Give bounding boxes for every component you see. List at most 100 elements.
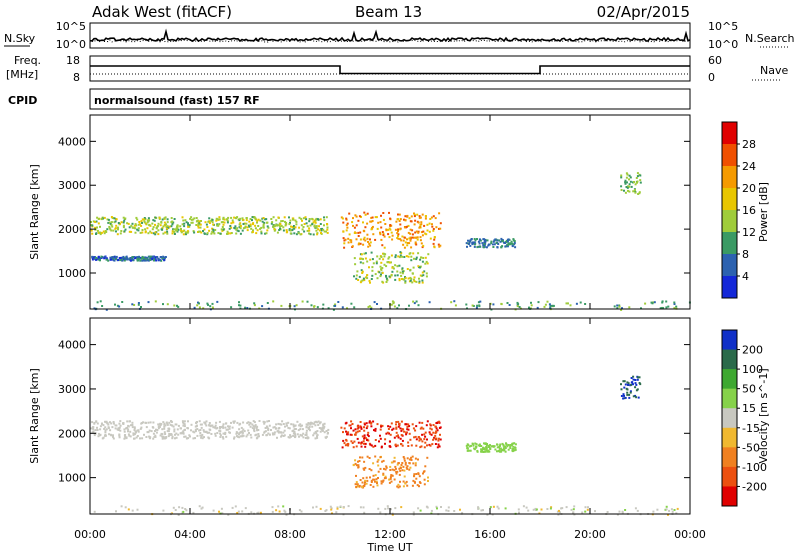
- data-cell: [426, 506, 429, 509]
- data-cell: [354, 483, 357, 486]
- data-cell: [364, 466, 367, 469]
- data-cell: [155, 431, 158, 434]
- data-cell: [634, 386, 637, 389]
- data-cell: [112, 434, 114, 437]
- data-cell: [517, 508, 520, 511]
- data-cell: [119, 420, 122, 423]
- data-cell: [425, 424, 428, 427]
- data-cell: [471, 243, 474, 246]
- data-cell: [100, 218, 103, 221]
- data-cell: [99, 259, 101, 262]
- data-cell: [429, 427, 432, 430]
- data-cell: [483, 239, 486, 241]
- data-cell: [380, 226, 383, 229]
- data-cell: [474, 239, 477, 242]
- data-cell: [425, 260, 428, 263]
- data-cell: [223, 218, 226, 221]
- data-cell: [373, 429, 375, 432]
- data-cell: [119, 232, 122, 235]
- data-cell: [665, 300, 668, 303]
- data-cell: [371, 225, 374, 228]
- data-cell: [276, 231, 279, 234]
- data-cell: [410, 459, 413, 461]
- data-cell: [187, 420, 189, 423]
- data-cell: [139, 259, 142, 262]
- data-cell: [262, 223, 265, 226]
- data-cell: [159, 434, 162, 437]
- data-cell: [163, 256, 166, 259]
- data-cell: [106, 218, 109, 221]
- data-cell: [109, 421, 111, 424]
- data-cell: [428, 230, 431, 233]
- data-cell: [218, 216, 221, 219]
- data-cell: [227, 425, 229, 428]
- data-cell: [91, 258, 94, 261]
- data-cell: [322, 303, 325, 306]
- data-cell: [251, 216, 254, 219]
- data-cell: [166, 225, 169, 228]
- colorbar-tick-label: -50: [742, 441, 760, 454]
- data-cell: [246, 229, 249, 232]
- data-cell: [377, 507, 380, 510]
- data-cell: [298, 509, 301, 512]
- data-cell: [399, 271, 402, 274]
- data-cell: [627, 383, 629, 386]
- data-cell: [636, 509, 639, 512]
- data-cell: [252, 223, 254, 226]
- data-cell: [162, 225, 165, 228]
- data-cell: [117, 226, 119, 229]
- data-cell: [314, 437, 317, 440]
- data-cell: [411, 423, 414, 426]
- data-cell: [511, 450, 514, 453]
- nsearch-tick-top: 10^5: [708, 20, 738, 33]
- data-cell: [371, 274, 374, 277]
- data-cell: [362, 506, 365, 509]
- data-cell: [248, 220, 251, 223]
- data-cell: [424, 256, 427, 259]
- data-cell: [413, 215, 416, 218]
- data-cell: [153, 435, 156, 438]
- data-cell: [231, 221, 234, 224]
- data-cell: [116, 233, 119, 236]
- data-cell: [310, 304, 313, 307]
- data-cell: [480, 509, 483, 512]
- data-cell: [177, 305, 180, 308]
- data-cell: [630, 185, 633, 188]
- data-cell: [122, 422, 124, 425]
- data-cell: [174, 433, 176, 436]
- data-cell: [417, 231, 420, 234]
- data-cell: [311, 223, 314, 226]
- data-cell: [179, 427, 182, 430]
- data-cell: [236, 227, 239, 230]
- data-cell: [119, 259, 122, 262]
- data-cell: [388, 432, 390, 435]
- data-cell: [251, 231, 254, 233]
- data-cell: [143, 220, 146, 223]
- data-cell: [419, 446, 422, 449]
- data-cell: [406, 467, 409, 470]
- data-cell: [227, 513, 230, 516]
- data-cell: [249, 225, 252, 228]
- data-cell: [273, 225, 276, 228]
- data-cell: [438, 227, 440, 230]
- data-cell: [357, 464, 360, 467]
- data-cell: [383, 467, 385, 470]
- data-cell: [205, 424, 208, 427]
- data-cell: [363, 252, 366, 255]
- data-cell: [298, 424, 301, 427]
- data-cell: [476, 246, 479, 249]
- data-cell: [428, 301, 431, 304]
- data-cell: [151, 258, 153, 261]
- data-cell: [266, 225, 269, 228]
- data-cell: [273, 426, 276, 429]
- data-cell: [97, 256, 100, 259]
- data-cell: [136, 218, 139, 221]
- colorbar-swatch: [722, 276, 737, 299]
- colorbar-swatch: [722, 254, 737, 277]
- data-cell: [149, 257, 152, 260]
- data-cell: [172, 425, 175, 428]
- data-cell: [422, 274, 425, 277]
- data-cell: [384, 468, 387, 471]
- data-cell: [107, 218, 110, 221]
- data-cell: [207, 303, 209, 306]
